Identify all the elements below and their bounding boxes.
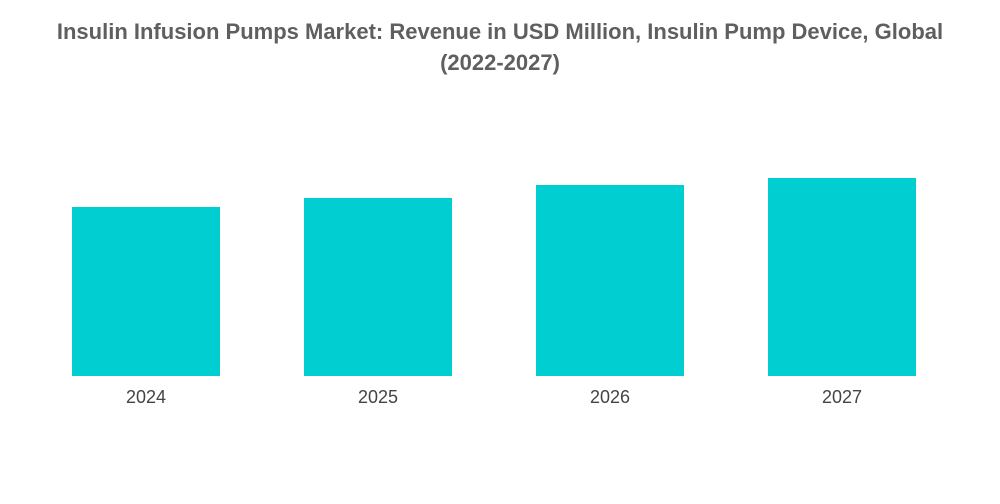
chart-title: Insulin Infusion Pumps Market: Revenue i… [20, 16, 980, 78]
chart-title-line-1: Insulin Infusion Pumps Market: Revenue i… [56, 19, 944, 44]
chart-title-line-2: (2022-2027) [440, 50, 560, 75]
x-axis-tick-labels: 2024 2025 2026 2027 [126, 387, 862, 407]
bar-group [72, 178, 916, 376]
x-tick-label-2026: 2026 [590, 387, 630, 407]
x-tick-label-2025: 2025 [358, 387, 398, 407]
bar-2027 [768, 178, 916, 376]
bar-2026 [536, 185, 684, 376]
bar-2024 [72, 207, 220, 376]
bar-2025 [304, 198, 452, 376]
x-tick-label-2027: 2027 [822, 387, 862, 407]
x-tick-label-2024: 2024 [126, 387, 166, 407]
